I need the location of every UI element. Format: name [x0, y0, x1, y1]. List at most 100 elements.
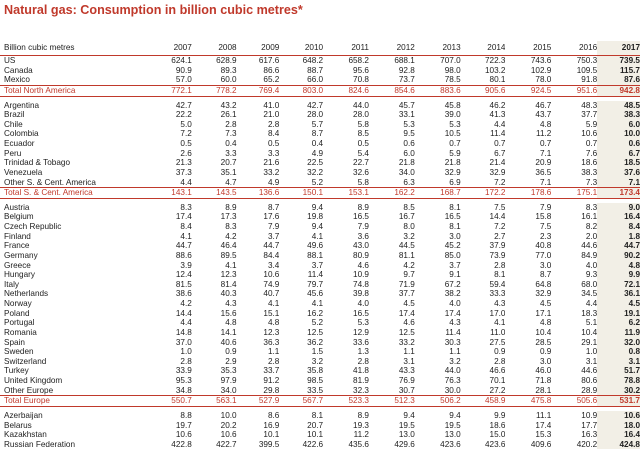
- value-cell: 422.8: [171, 439, 192, 449]
- value-cell: 37.7: [581, 110, 598, 120]
- value-cell: 9.5: [403, 129, 415, 139]
- year-header: 2012: [368, 41, 415, 56]
- value-cell: 10.9: [581, 410, 598, 420]
- value-cell: 4.8: [225, 318, 237, 328]
- total-row: Total North America 772.1 778.2 769.4 803.0 8…: [0, 84, 640, 97]
- value-cell: 36.3: [263, 337, 280, 347]
- row-label: Venezuela: [4, 167, 43, 177]
- table-row: Czech Republic 8.4 8.3 7.9 9.4 7.9 8.0 8.1 7.2 7.…: [0, 222, 640, 232]
- table-row: Colombia 7.2 7.3 8.4 8.7 8.5 9.5 10.5 11.4 11.2 10…: [0, 129, 640, 139]
- row-label: Brazil: [4, 110, 25, 120]
- value-cell: 45.7: [398, 100, 415, 110]
- value-cell: 1.5: [311, 347, 324, 357]
- value-cell: 6.0: [403, 148, 415, 158]
- value-cell: 70.1: [489, 376, 506, 385]
- value-cell: 26.1: [220, 110, 237, 120]
- value-cell: 7.9: [357, 222, 369, 231]
- value-cell: 883.6: [414, 84, 461, 97]
- value-cell: 18.6: [581, 158, 598, 168]
- value-cell: 1.8: [628, 231, 640, 241]
- table-row: Kazakhstan 10.6 10.6 10.1 10.1 11.2 13.0 13.0 15…: [0, 430, 640, 440]
- value-cell: 506.2: [414, 395, 461, 407]
- value-cell: 4.0: [357, 299, 369, 308]
- value-cell: 41.8: [353, 366, 369, 376]
- value-cell: 38.3: [581, 167, 598, 177]
- value-cell: 80.6: [581, 376, 598, 385]
- value-cell: 20.7: [307, 420, 324, 430]
- value-cell: 33.3: [489, 289, 506, 299]
- value-cell: 88.1: [307, 250, 324, 260]
- value-cell: 6.2: [628, 318, 640, 328]
- value-cell: 11.2: [353, 430, 369, 440]
- value-cell: 3.0: [449, 231, 461, 241]
- value-cell: 5.2: [311, 318, 324, 328]
- value-cell: 72.1: [624, 279, 640, 289]
- value-cell: 115.7: [619, 65, 640, 75]
- value-cell: 16.3: [581, 430, 598, 440]
- value-cell: 778.2: [191, 84, 237, 97]
- value-cell: 648.2: [302, 56, 324, 65]
- value-cell: 21.0: [263, 110, 280, 120]
- value-cell: 567.7: [279, 395, 324, 407]
- value-cell: 16.5: [444, 212, 461, 222]
- value-cell: 3.0: [539, 260, 552, 270]
- value-cell: 16.5: [353, 308, 369, 318]
- value-cell: 22.5: [307, 158, 324, 168]
- row-label: Total Europe: [0, 395, 151, 407]
- value-cell: 3.2: [403, 231, 415, 241]
- value-cell: 8.9: [357, 410, 369, 420]
- value-cell: 7.1: [539, 177, 552, 187]
- value-cell: 33.6: [353, 337, 369, 347]
- value-cell: 17.4: [398, 308, 415, 318]
- value-cell: 109.5: [576, 65, 598, 75]
- value-cell: 722.3: [484, 56, 506, 65]
- value-cell: 3.0: [539, 356, 552, 366]
- value-cell: 7.2: [180, 129, 192, 139]
- value-cell: 4.8: [267, 318, 280, 328]
- value-cell: 46.6: [489, 366, 506, 376]
- table-row: Switzerland 2.8 2.9 2.8 3.2 2.8 3.1 3.2 2.8 3.0 3.…: [0, 357, 640, 367]
- row-label: Poland: [4, 308, 30, 318]
- value-cell: 10.0: [220, 410, 237, 420]
- value-cell: 3.1: [585, 356, 598, 366]
- table-row: Sweden 1.0 0.9 1.1 1.5 1.3 1.1 1.1 0.9 0.9 1.0 0.8: [0, 347, 640, 357]
- value-cell: 7.5: [494, 202, 506, 212]
- value-cell: 3.7: [311, 260, 324, 270]
- value-cell: 2.8: [494, 356, 506, 366]
- value-cell: 80.1: [489, 75, 506, 85]
- value-cell: 37.9: [489, 241, 506, 251]
- value-cell: 73.7: [398, 75, 415, 85]
- value-cell: 750.3: [576, 56, 598, 65]
- value-cell: 4.5: [628, 299, 640, 308]
- table-row: Romania 14.8 14.1 12.3 12.5 12.9 12.5 11.4 11.0 1…: [0, 328, 640, 338]
- table-row: Canada 90.9 89.3 86.6 88.7 95.6 92.8 98.0 103.2 1…: [0, 66, 640, 76]
- year-header: 2013: [414, 41, 461, 56]
- value-cell: 89.3: [220, 65, 237, 75]
- value-cell: 423.6: [484, 439, 506, 449]
- value-cell: 36.5: [535, 167, 552, 177]
- value-cell: 66.0: [307, 75, 324, 85]
- value-cell: 38.3: [624, 110, 640, 120]
- value-cell: 8.0: [403, 222, 415, 231]
- table-row: Chile 5.0 2.8 2.8 5.7 5.8 5.3 5.3 4.4 4.8 5.9 6.0: [0, 120, 640, 130]
- value-cell: 4.1: [225, 260, 237, 270]
- value-cell: 44.6: [581, 366, 598, 376]
- row-label: Other S. & Cent. America: [4, 177, 96, 187]
- value-cell: 707.0: [440, 56, 461, 65]
- value-cell: 73.9: [489, 250, 506, 260]
- table-row: Hungary 12.4 12.3 10.6 11.4 10.9 9.7 9.1 8.1 8.7 9…: [0, 270, 640, 280]
- value-cell: 2.7: [494, 231, 506, 241]
- table-row: Brazil 22.2 26.1 21.0 28.0 28.0 33.1 39.0 41.3 43…: [0, 110, 640, 120]
- value-cell: 15.1: [263, 308, 280, 318]
- value-cell: 2.8: [494, 260, 506, 270]
- value-cell: 30.3: [444, 337, 461, 347]
- value-cell: 39.8: [353, 289, 369, 299]
- value-cell: 9.9: [628, 270, 640, 280]
- value-cell: 32.9: [444, 167, 461, 177]
- value-cell: 14.4: [489, 212, 506, 222]
- value-cell: 19.1: [624, 308, 640, 318]
- value-cell: 37.3: [175, 167, 192, 177]
- value-cell: 7.3: [225, 129, 237, 139]
- value-cell: 769.4: [236, 84, 280, 97]
- value-cell: 92.8: [398, 65, 415, 75]
